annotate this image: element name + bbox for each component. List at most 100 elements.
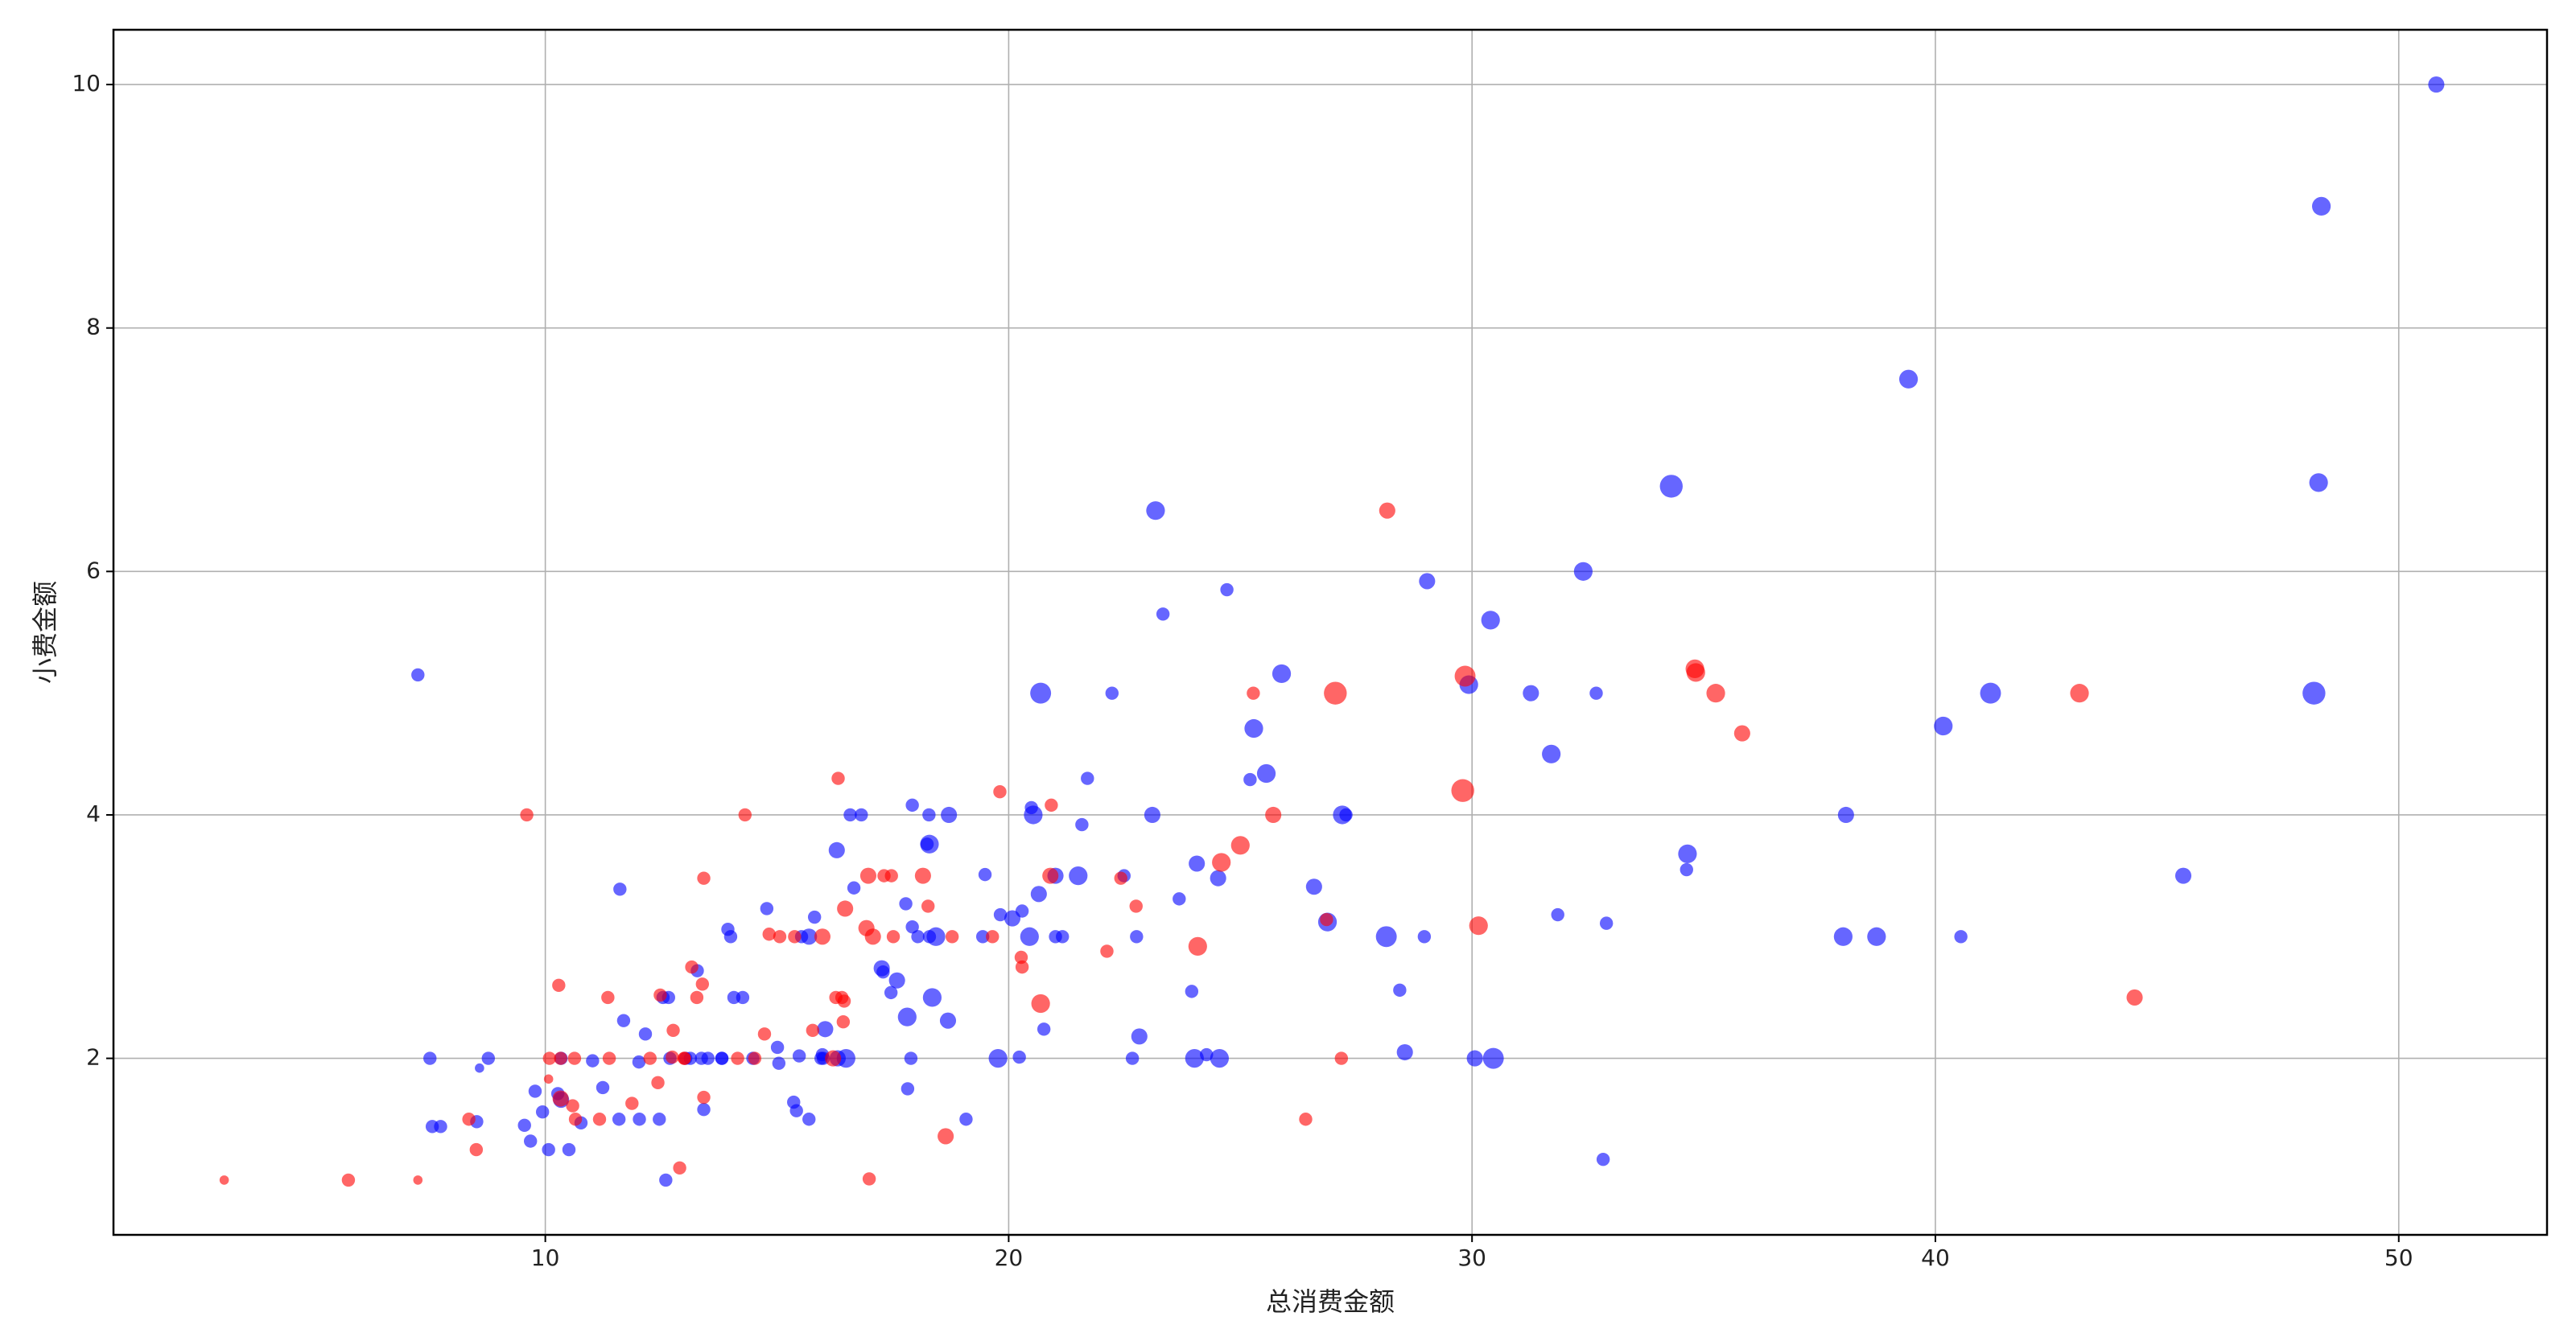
point bbox=[1131, 1028, 1148, 1045]
point bbox=[685, 960, 699, 974]
point bbox=[993, 785, 1007, 799]
point bbox=[1212, 853, 1231, 872]
y-axis-label: 小费金额 bbox=[30, 581, 60, 684]
point bbox=[1417, 930, 1432, 944]
point bbox=[1037, 1022, 1051, 1036]
point bbox=[632, 1055, 646, 1069]
point bbox=[864, 928, 881, 945]
point bbox=[1220, 582, 1234, 597]
point bbox=[2428, 76, 2445, 93]
point bbox=[653, 988, 667, 1002]
point bbox=[481, 1051, 496, 1065]
point bbox=[219, 1175, 229, 1185]
point bbox=[535, 1105, 550, 1119]
point bbox=[1678, 844, 1697, 863]
point bbox=[731, 1051, 744, 1065]
point bbox=[568, 1113, 583, 1126]
point bbox=[806, 1023, 820, 1037]
point bbox=[748, 1051, 762, 1065]
point bbox=[914, 867, 931, 884]
point bbox=[1680, 862, 1693, 877]
point bbox=[1706, 684, 1725, 703]
point bbox=[859, 867, 876, 884]
point bbox=[1243, 772, 1257, 787]
point bbox=[945, 930, 959, 944]
point bbox=[847, 881, 861, 895]
point bbox=[1454, 665, 1476, 687]
point bbox=[1379, 502, 1395, 519]
point bbox=[1188, 936, 1207, 956]
point bbox=[1833, 927, 1853, 946]
point bbox=[651, 1076, 665, 1090]
point bbox=[1014, 950, 1028, 965]
point bbox=[897, 1007, 917, 1026]
point bbox=[884, 985, 898, 1000]
point bbox=[1130, 930, 1144, 944]
marks bbox=[219, 76, 2445, 1187]
point bbox=[1004, 910, 1021, 927]
point bbox=[638, 1027, 653, 1041]
x-tick-label: 30 bbox=[1457, 1245, 1486, 1271]
point bbox=[836, 1048, 855, 1068]
point bbox=[1305, 878, 1322, 895]
point bbox=[1114, 871, 1127, 885]
point bbox=[1596, 1152, 1610, 1166]
point bbox=[831, 771, 845, 785]
point bbox=[673, 1161, 686, 1175]
point bbox=[659, 1173, 673, 1187]
point bbox=[423, 1051, 437, 1065]
point bbox=[904, 1051, 918, 1065]
point bbox=[1030, 886, 1047, 903]
point bbox=[828, 841, 845, 858]
point bbox=[802, 1113, 816, 1126]
point bbox=[1031, 994, 1050, 1014]
point bbox=[1049, 930, 1062, 944]
point bbox=[888, 972, 905, 989]
point bbox=[1144, 806, 1160, 824]
point bbox=[411, 668, 425, 682]
point bbox=[772, 1056, 786, 1070]
point bbox=[697, 871, 711, 885]
point bbox=[697, 1102, 711, 1117]
point bbox=[905, 920, 919, 934]
x-tick-label: 40 bbox=[1921, 1245, 1950, 1271]
point bbox=[413, 1175, 423, 1185]
point bbox=[920, 837, 934, 851]
point bbox=[1466, 1050, 1483, 1067]
point bbox=[1069, 866, 1088, 886]
point bbox=[723, 930, 738, 944]
point bbox=[901, 1082, 915, 1096]
point bbox=[469, 1142, 484, 1157]
point bbox=[922, 808, 936, 822]
point bbox=[788, 930, 802, 944]
point bbox=[1256, 763, 1276, 784]
point bbox=[757, 1027, 772, 1041]
point bbox=[2309, 473, 2328, 492]
point bbox=[738, 808, 752, 822]
point bbox=[520, 808, 534, 822]
point bbox=[836, 1014, 851, 1029]
point bbox=[2070, 684, 2089, 703]
point bbox=[1375, 926, 1397, 948]
point bbox=[2302, 681, 2326, 705]
point bbox=[1230, 836, 1250, 855]
point bbox=[1042, 867, 1059, 884]
y-tick-label: 6 bbox=[86, 557, 101, 583]
point bbox=[1015, 960, 1029, 974]
point bbox=[1481, 611, 1500, 630]
point bbox=[666, 1023, 680, 1037]
x-tick-label: 20 bbox=[995, 1245, 1024, 1271]
point bbox=[1589, 686, 1603, 700]
point bbox=[922, 930, 937, 944]
point bbox=[1980, 682, 2001, 704]
point bbox=[762, 928, 776, 941]
point bbox=[601, 990, 615, 1005]
point bbox=[1339, 808, 1353, 822]
point bbox=[1105, 686, 1119, 700]
point bbox=[697, 1090, 711, 1105]
point bbox=[602, 1051, 616, 1065]
point bbox=[986, 930, 999, 944]
point bbox=[829, 990, 843, 1005]
point bbox=[1100, 944, 1114, 958]
